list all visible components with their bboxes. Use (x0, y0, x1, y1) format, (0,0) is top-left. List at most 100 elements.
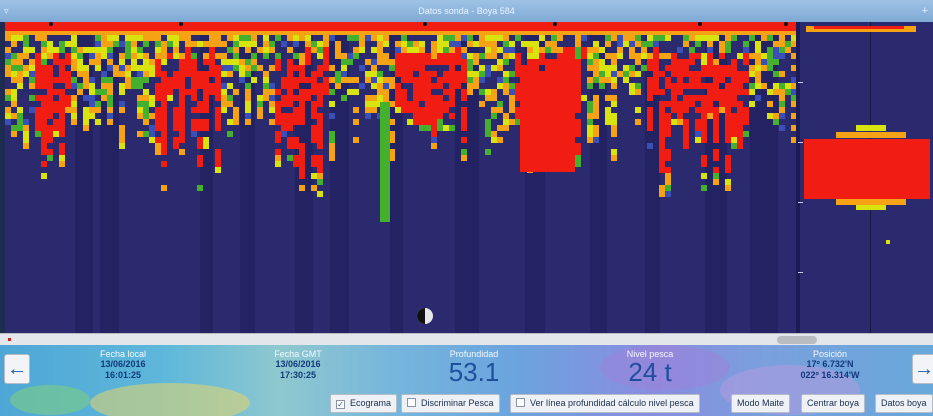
echogram-view[interactable] (5, 22, 796, 333)
echo-cell (287, 77, 293, 83)
echo-cell (701, 185, 707, 191)
echo-cell (767, 65, 773, 71)
echo-cell (443, 107, 449, 113)
echo-cell (53, 131, 59, 137)
echo-cell (323, 77, 329, 83)
echo-cell (719, 65, 725, 71)
echo-cell (311, 41, 317, 47)
echo-cell (371, 83, 377, 89)
echo-cell (443, 71, 449, 77)
echo-cell (35, 119, 41, 125)
datos-boya-button[interactable]: Datos boya (875, 394, 933, 413)
echo-cell (635, 83, 641, 89)
echo-cell (731, 77, 737, 83)
echo-cell (65, 107, 71, 113)
echo-cell (431, 143, 437, 149)
echo-cell (497, 107, 503, 113)
echo-cell (17, 65, 23, 71)
echo-cell (113, 71, 119, 77)
echo-cell (191, 77, 197, 83)
echo-cell (395, 83, 401, 89)
echo-cell (227, 131, 233, 137)
echo-cell (491, 65, 497, 71)
echo-cell (713, 149, 719, 155)
echo-cell (29, 59, 35, 65)
window-menu-icon[interactable]: ▿ (4, 0, 9, 22)
centrar-boya-button[interactable]: Centrar boya (801, 394, 865, 413)
echo-cell (485, 95, 491, 101)
modo-maite-button[interactable]: Modo Maite (731, 394, 790, 413)
echo-cell (599, 59, 605, 65)
echo-cell (35, 71, 41, 77)
echo-cell (413, 53, 419, 59)
echo-cell (59, 155, 65, 161)
echo-cell (137, 107, 143, 113)
echo-cell (659, 137, 665, 143)
echo-cell (497, 77, 503, 83)
echo-cell (89, 53, 95, 59)
discriminar-pesca-checkbox[interactable]: Discriminar Pesca (401, 394, 500, 413)
echo-cell (431, 95, 437, 101)
echo-cell (71, 59, 77, 65)
echo-cell (5, 53, 11, 59)
echo-cell (215, 125, 221, 131)
echo-cell (179, 35, 185, 41)
echo-cell (677, 101, 683, 107)
echo-cell (419, 47, 425, 53)
echo-cell (323, 89, 329, 95)
echo-cell (611, 131, 617, 137)
window-close-icon[interactable]: + (922, 0, 928, 22)
ecograma-checkbox[interactable]: ✓ Ecograma (330, 394, 397, 413)
echo-cell (179, 77, 185, 83)
echo-cell (353, 77, 359, 83)
echo-cell (131, 83, 137, 89)
echo-cell (371, 59, 377, 65)
echo-cell (605, 77, 611, 83)
echo-cell (467, 65, 473, 71)
echo-cell (173, 119, 179, 125)
echo-cell (425, 77, 431, 83)
echo-cell (23, 53, 29, 59)
ver-linea-checkbox[interactable]: Ver línea profundidad cálculo nivel pesc… (510, 394, 700, 413)
echo-cell (347, 53, 353, 59)
echo-cell (425, 59, 431, 65)
echo-cell (209, 59, 215, 65)
echo-cell (251, 77, 257, 83)
echo-cell (317, 143, 323, 149)
echo-cell (683, 95, 689, 101)
echo-cell (779, 125, 785, 131)
previous-button[interactable]: ← (4, 354, 30, 384)
echo-cell (719, 101, 725, 107)
echo-cell (143, 131, 149, 137)
echo-cell (257, 95, 263, 101)
echo-cell (23, 125, 29, 131)
echo-cell (239, 35, 245, 41)
echo-cell (737, 77, 743, 83)
echo-cell (539, 59, 545, 65)
echo-cell (737, 89, 743, 95)
echo-cell (263, 83, 269, 89)
echo-cell (23, 47, 29, 53)
horizontal-scrollbar[interactable] (0, 333, 933, 345)
profile-edge (836, 199, 906, 205)
echo-cell (197, 71, 203, 77)
echo-cell (53, 47, 59, 53)
echo-cell (671, 65, 677, 71)
echo-cell (161, 53, 167, 59)
echo-cell (593, 47, 599, 53)
echo-cell (233, 59, 239, 65)
next-button[interactable]: → (912, 354, 933, 384)
echo-cell (659, 101, 665, 107)
echo-cell (431, 119, 437, 125)
echo-cell (239, 59, 245, 65)
surface-band (5, 22, 796, 31)
echo-cell (443, 59, 449, 65)
echo-cell (71, 113, 77, 119)
echo-cell (587, 119, 593, 125)
surface-marker (423, 22, 427, 26)
echo-cell (263, 89, 269, 95)
scrollbar-thumb[interactable] (777, 336, 817, 344)
echo-cell (407, 65, 413, 71)
echo-cell (659, 113, 665, 119)
echo-cell (11, 101, 17, 107)
